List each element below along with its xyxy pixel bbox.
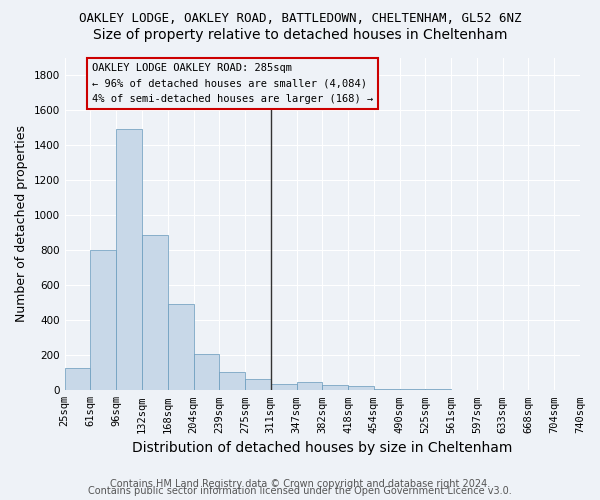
- X-axis label: Distribution of detached houses by size in Cheltenham: Distribution of detached houses by size …: [132, 441, 512, 455]
- Text: Contains HM Land Registry data © Crown copyright and database right 2024.: Contains HM Land Registry data © Crown c…: [110, 479, 490, 489]
- Bar: [168, 304, 193, 390]
- Text: OAKLEY LODGE OAKLEY ROAD: 285sqm
← 96% of detached houses are smaller (4,084)
4%: OAKLEY LODGE OAKLEY ROAD: 285sqm ← 96% o…: [92, 63, 373, 104]
- Text: OAKLEY LODGE, OAKLEY ROAD, BATTLEDOWN, CHELTENHAM, GL52 6NZ: OAKLEY LODGE, OAKLEY ROAD, BATTLEDOWN, C…: [79, 12, 521, 26]
- Bar: [271, 384, 296, 390]
- Bar: [296, 382, 322, 390]
- Y-axis label: Number of detached properties: Number of detached properties: [15, 126, 28, 322]
- Bar: [348, 386, 374, 390]
- Bar: [65, 368, 91, 390]
- Bar: [91, 250, 116, 390]
- Bar: [374, 388, 400, 390]
- Bar: [245, 379, 271, 390]
- Text: Contains public sector information licensed under the Open Government Licence v3: Contains public sector information licen…: [88, 486, 512, 496]
- Bar: [322, 385, 348, 390]
- Bar: [116, 130, 142, 390]
- Text: Size of property relative to detached houses in Cheltenham: Size of property relative to detached ho…: [93, 28, 507, 42]
- Bar: [142, 236, 168, 390]
- Bar: [193, 354, 219, 390]
- Bar: [219, 372, 245, 390]
